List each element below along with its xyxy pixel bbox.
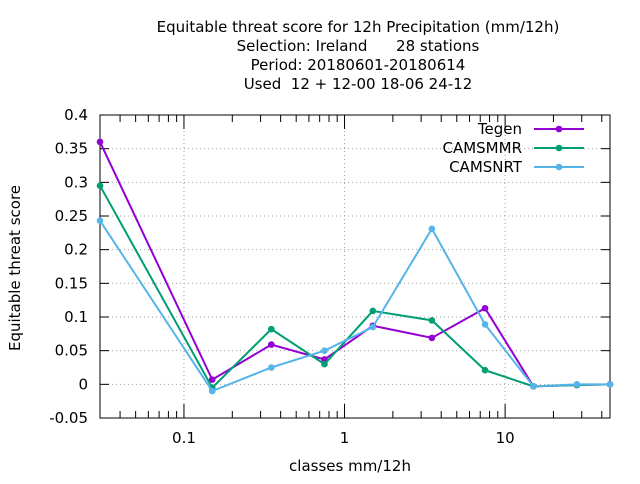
- legend-label: CAMSMMR: [442, 139, 522, 157]
- data-point: [481, 321, 489, 328]
- y-tick-label: 0.4: [64, 106, 88, 124]
- data-point: [573, 381, 581, 388]
- data-point: [321, 360, 328, 368]
- y-tick-label: 0.15: [55, 274, 88, 292]
- x-tick-label: 0.1: [172, 429, 196, 447]
- series-line: [99, 220, 610, 393]
- data-point: [268, 325, 275, 333]
- legend-label: Tegen: [477, 120, 522, 138]
- data-point: [481, 366, 489, 374]
- data-point: [96, 182, 104, 189]
- data-point: [428, 225, 436, 233]
- y-tick-label: 0.35: [55, 140, 88, 158]
- y-tick-label: 0.05: [55, 342, 88, 360]
- x-axis-label: classes mm/12h: [289, 457, 411, 475]
- chart-title: Equitable threat score for 12h Precipita…: [157, 18, 560, 93]
- title-line-2: Selection: Ireland 28 stations: [237, 37, 480, 55]
- plot-border: [99, 114, 611, 419]
- data-point: [530, 383, 537, 390]
- data-point: [428, 317, 436, 324]
- title-line-4: Used 12 + 12-00 18-06 24-12: [244, 75, 473, 93]
- data-point: [268, 341, 275, 348]
- legend-marker: [555, 125, 563, 133]
- y-tick-label: 0.2: [64, 241, 88, 259]
- data-point: [321, 347, 328, 354]
- y-tick-label: 0.3: [64, 173, 88, 191]
- series-line: [99, 141, 611, 388]
- data-point: [369, 307, 377, 315]
- x-tick-label: 10: [496, 429, 515, 447]
- y-tick-label: 0.1: [64, 308, 88, 326]
- legend-marker: [555, 163, 563, 171]
- data-point: [369, 323, 377, 331]
- data-point: [96, 138, 104, 146]
- axes: -0.05 0 0.05 0.1 0.15 0.2 0.25 0.3 0.35 0.4 0.1 1 10: [49, 106, 611, 447]
- data-point: [208, 387, 216, 395]
- data-point: [606, 381, 614, 388]
- y-tick-label: -0.05: [49, 409, 88, 427]
- grid-lines: [100, 115, 610, 418]
- data-point: [268, 364, 275, 371]
- legend-marker: [555, 144, 563, 152]
- data-point: [428, 334, 436, 342]
- x-tick-label: 1: [340, 429, 350, 447]
- legend-label: CAMSNRT: [449, 158, 523, 176]
- data-point: [96, 217, 104, 225]
- y-tick-label: 0: [78, 375, 88, 393]
- title-line-3: Period: 20180601-20180614: [251, 56, 466, 74]
- data-series: [96, 138, 614, 395]
- data-point: [208, 376, 216, 383]
- y-axis-label: Equitable threat score: [6, 185, 24, 351]
- title-line-1: Equitable threat score for 12h Precipita…: [157, 18, 560, 36]
- data-point: [481, 304, 489, 312]
- y-tick-label: 0.25: [55, 207, 88, 225]
